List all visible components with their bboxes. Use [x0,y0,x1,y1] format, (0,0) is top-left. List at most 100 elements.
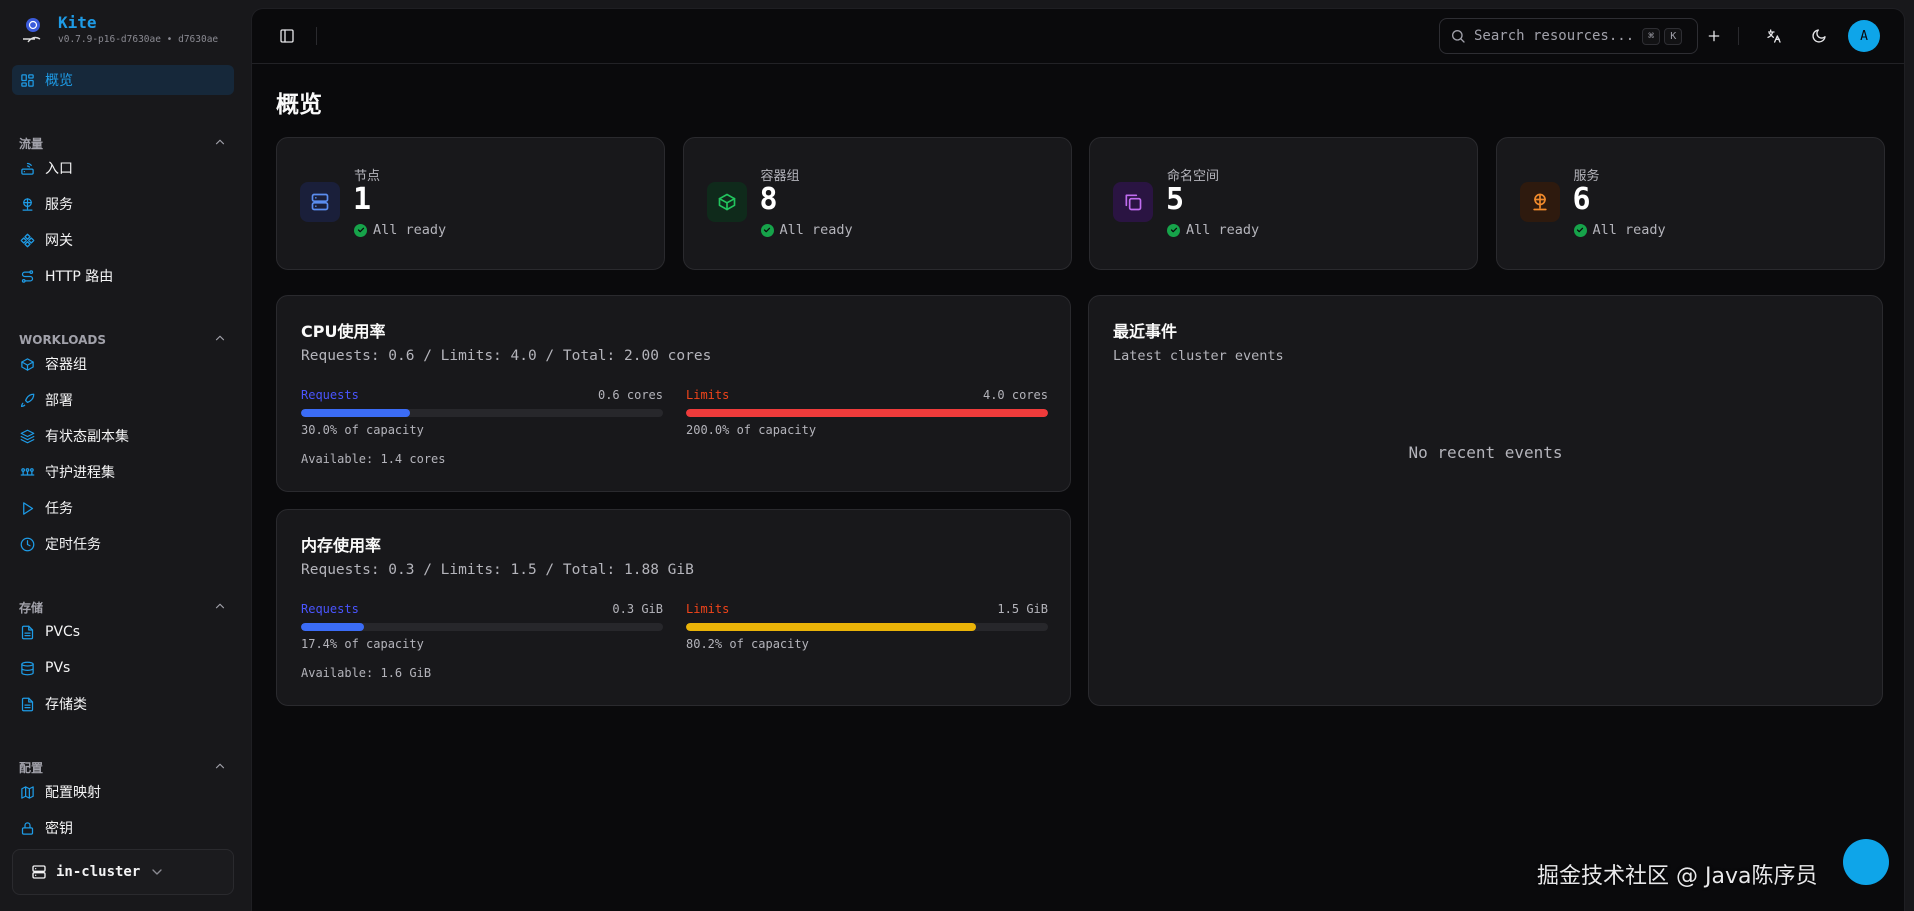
sidebar-item[interactable]: 有状态副本集 [12,421,234,451]
events-empty: No recent events [1408,443,1563,462]
sidebar-section-header[interactable]: 流量 [19,135,227,152]
stat-card[interactable]: 节点 1 All ready [276,137,665,270]
memory-available: Available: 1.6 GiB [301,666,432,680]
stat-label: 命名空间 [1167,169,1220,184]
sidebar-item[interactable]: PVs [12,653,234,683]
clock-icon [20,537,35,552]
logo[interactable]: Kite v0.7.9-p16-d7630ae • d7630ae [20,14,218,45]
stat-value: 1 [353,182,372,217]
status-text: All ready [779,222,853,238]
stat-status: All ready [354,222,446,238]
meter-value: 4.0 cores [982,388,1048,402]
sidebar-item[interactable]: 任务 [12,493,234,523]
sidebar-item[interactable]: 服务 [12,189,234,219]
stat-label: 容器组 [760,169,800,184]
chevron-down-icon [149,864,165,880]
network-icon [1519,182,1560,222]
gateway-icon [20,233,35,248]
chevron-up-icon [213,599,227,616]
sidebar-item[interactable]: 定时任务 [12,529,234,559]
file-icon [20,697,35,712]
rocket-icon [20,393,35,408]
sidebar-section-header[interactable]: 存储 [19,599,227,616]
stat-card[interactable]: 服务 6 All ready [1495,137,1885,270]
stat-card[interactable]: 命名空间 5 All ready [1089,137,1478,270]
sidebar-item-label: 容器组 [45,357,87,373]
sidebar-item-label: 密钥 [45,821,73,837]
sidebar-item[interactable]: 密钥 [12,813,234,843]
sidebar-item[interactable]: PVCs [12,617,234,647]
check-icon [760,223,774,237]
server-icon [31,864,47,880]
meter-value: 0.6 cores [597,388,663,402]
meter-percent: 200.0% of capacity [686,423,817,437]
sidebar-item[interactable]: 网关 [12,225,234,255]
lock-icon [20,821,35,836]
divider [1738,27,1739,45]
router-icon [20,161,35,176]
meter-label: Requests [301,602,359,616]
stat-status: All ready [1573,222,1666,238]
sidebar-item[interactable]: 容器组 [12,349,234,379]
sidebar-item-label: HTTP 路由 [45,269,114,285]
sidebar-item[interactable]: 存储类 [12,689,234,719]
sidebar-section-header[interactable]: WORKLOADS [19,331,227,348]
theme-toggle-button[interactable] [1804,21,1834,51]
progress-fill [301,623,364,631]
play-icon [20,501,35,516]
section-title: 流量 [19,137,44,151]
sidebar-item[interactable]: 部署 [12,385,234,415]
sidebar-item-label: 部署 [45,393,73,409]
memory-usage-card: 内存使用率 Requests: 0.3 / Limits: 1.5 / Tota… [276,509,1071,706]
stat-label: 服务 [1573,169,1600,184]
sidebar-item-label: PVCs [45,624,81,640]
sidebar-item[interactable]: 配置映射 [12,777,234,807]
sidebar-item-overview[interactable]: 概览 [12,65,234,95]
sidebar-item-label: 存储类 [45,697,87,713]
stat-card[interactable]: 容器组 8 All ready [682,137,1072,270]
events-title: 最近事件 [1113,322,1178,341]
top-bar: Search resources... ⌘ K A [252,9,1904,64]
search-icon [1450,28,1466,44]
sidebar-item-label: PVs [45,660,71,676]
section-title: 存储 [19,601,44,615]
progress-track [301,409,663,417]
cpu-summary: Requests: 0.6 / Limits: 4.0 / Total: 2.0… [301,348,712,364]
sidebar-item-label: 配置映射 [45,785,101,801]
add-button[interactable] [1699,21,1729,51]
page-title: 概览 [276,92,322,118]
chevron-up-icon [213,759,227,776]
sidebar-item-label: 有状态副本集 [45,429,129,445]
avatar[interactable]: A [1848,20,1880,52]
sidebar-section-header[interactable]: 配置 [19,759,227,776]
sidebar-item[interactable]: 守护进程集 [12,457,234,487]
map-icon [20,785,35,800]
kite-logo-icon [23,17,41,42]
cluster-selector[interactable]: in-cluster [12,849,234,895]
search-input[interactable]: Search resources... ⌘ K [1439,18,1698,54]
meter-label: Requests [301,388,359,402]
cpu-title: CPU使用率 [301,322,386,341]
stat-value: 5 [1166,182,1185,217]
sidebar-item[interactable]: 入口 [12,153,234,183]
progress-fill [301,409,410,417]
plus-icon [1706,28,1722,44]
sidebar-item-label: 服务 [45,197,73,213]
floating-action-button[interactable] [1843,839,1889,885]
cpu-limits-meter: Limits 4.0 cores 200.0% of capacity [686,388,1048,437]
stat-status: All ready [760,222,853,238]
stat-value: 8 [759,182,778,217]
status-text: All ready [1592,222,1666,238]
box-icon [706,182,747,222]
sidebar-toggle-button[interactable] [272,21,302,51]
sidebar-item[interactable]: HTTP 路由 [12,261,234,291]
status-text: All ready [1186,222,1260,238]
kbd-k: K [1664,27,1683,45]
cpu-available: Available: 1.4 cores [301,452,446,466]
sidebar-item-label: 入口 [45,161,73,177]
memory-title: 内存使用率 [301,536,382,555]
search-placeholder: Search resources... [1474,28,1635,44]
network-icon [20,197,35,212]
memory-summary: Requests: 0.3 / Limits: 1.5 / Total: 1.8… [301,562,694,578]
language-button[interactable] [1759,21,1789,51]
